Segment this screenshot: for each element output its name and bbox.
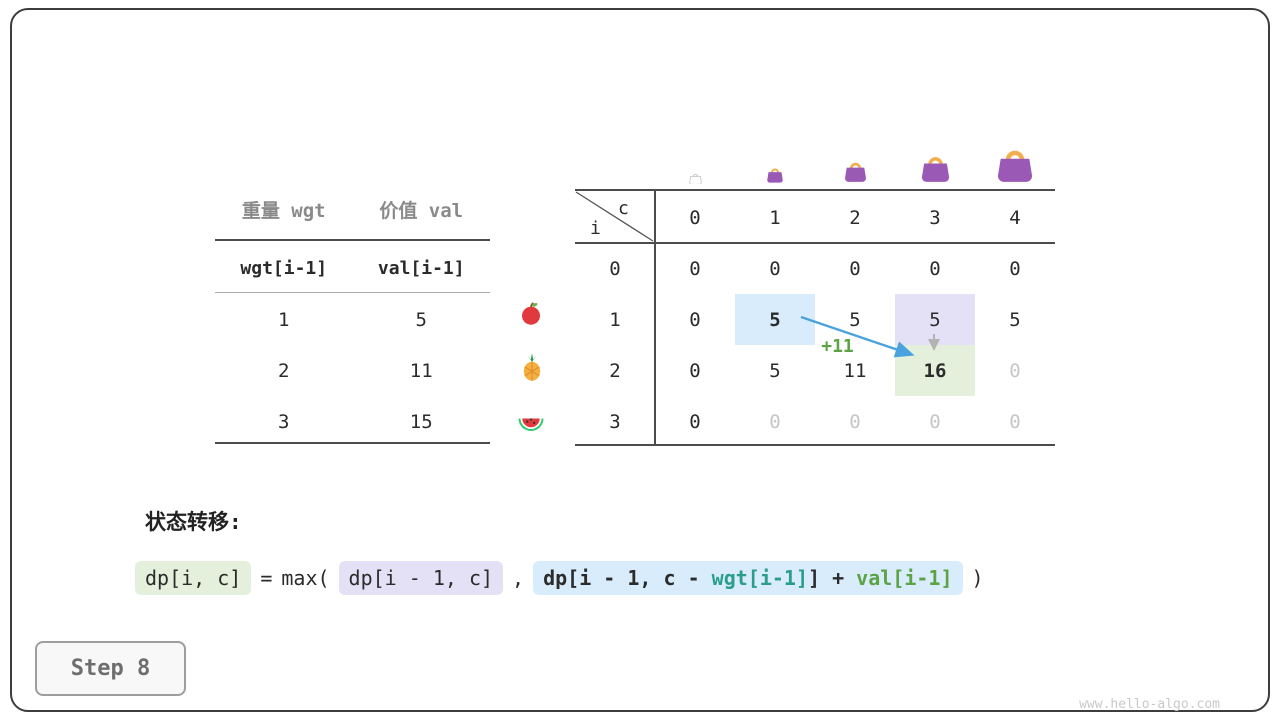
dp-cell-2-3: 16: [895, 345, 975, 396]
dp-cell-0-4: 0: [1009, 257, 1021, 280]
watermelon-icon: [516, 406, 546, 436]
bag-icon-capacity-3: [918, 151, 953, 183]
dp-cell-0-3: 0: [929, 257, 941, 280]
formula-option2-chip: dp[i - 1, c - wgt[i-1]] + val[i-1]: [533, 561, 963, 595]
dp-cell-2-1: 5: [769, 359, 781, 382]
transition-label: 状态转移:: [145, 510, 242, 534]
bag-icon-capacity-1: [765, 165, 785, 183]
dp-cell-3-4: 0: [1009, 410, 1021, 433]
item-1-value: 5: [415, 309, 427, 331]
transition-formula: dp[i, c] = max( dp[i - 1, c] , dp[i - 1,…: [135, 561, 984, 595]
dp-row-header-1: 1: [609, 308, 621, 331]
site-url: www.hello-algo.com: [1079, 697, 1220, 712]
dp-row-header-3: 3: [609, 410, 621, 433]
bag-icon-capacity-0: [688, 169, 703, 185]
items-header-value: 价值 val: [379, 200, 464, 222]
item-3-value: 15: [409, 411, 433, 433]
items-subheader-val: val[i-1]: [377, 258, 465, 279]
item-2-weight: 2: [278, 360, 290, 382]
dp-cell-3-1: 0: [769, 410, 781, 433]
dp-row-header-0: 0: [609, 257, 621, 280]
apple-icon: [518, 300, 544, 326]
formula-option2-val: val[i-1]: [856, 566, 953, 590]
items-subheader-wgt: wgt[i-1]: [240, 258, 328, 279]
items-table-subheader-row: wgt[i-1] val[i-1]: [215, 255, 490, 283]
dp-cell-0-2: 0: [849, 257, 861, 280]
items-row-2: 2 11: [215, 357, 490, 385]
dp-corner-c-label: c: [618, 198, 629, 219]
items-table-header-row: 重量 wgt 价值 val: [215, 197, 490, 225]
dp-col-header-4: 4: [1009, 207, 1021, 229]
dp-cell-2-0: 0: [689, 359, 701, 382]
dp-col-header-2: 2: [849, 207, 861, 229]
dp-cell-2-4: 0: [1009, 359, 1021, 382]
formula-option2-mid: ] +: [808, 566, 857, 590]
dp-cell-1-1: 5: [735, 294, 815, 345]
dp-cell-0-0: 0: [689, 257, 701, 280]
bag-icon-capacity-4: [993, 143, 1037, 183]
pineapple-icon: [517, 352, 547, 382]
dp-cell-1-0: 0: [689, 308, 701, 331]
dp-cell-2-2: 11: [843, 359, 867, 382]
dp-cell-1-4: 5: [1009, 308, 1021, 331]
formula-option1-chip: dp[i - 1, c]: [338, 561, 504, 595]
formula-option2-prefix: dp[i - 1, c -: [543, 566, 712, 590]
item-2-value: 11: [409, 360, 433, 382]
items-header-weight: 重量 wgt: [241, 200, 326, 222]
dp-cell-1-3: 5: [895, 294, 975, 345]
dp-vertical-divider: [654, 189, 656, 446]
step-badge[interactable]: Step 8: [35, 641, 186, 696]
formula-equals: =: [260, 566, 273, 590]
items-subheader-divider: [215, 292, 490, 293]
items-bottom-divider: [215, 442, 490, 444]
formula-option2-wgt: wgt[i-1]: [711, 566, 808, 590]
dp-cell-3-3: 0: [929, 410, 941, 433]
formula-max-open: max(: [281, 566, 330, 590]
items-row-3: 3 15: [215, 408, 490, 436]
dp-col-header-0: 0: [689, 207, 701, 229]
item-1-weight: 1: [278, 309, 290, 331]
dp-header-divider: [575, 242, 1055, 244]
dp-corner-i-label: i: [590, 218, 601, 239]
formula-lhs-chip: dp[i, c]: [135, 561, 252, 595]
bag-icon-capacity-2: [842, 158, 869, 183]
dp-col-header-1: 1: [769, 207, 781, 229]
dp-col-header-3: 3: [929, 207, 941, 229]
formula-close-paren: ): [971, 566, 984, 590]
dp-bottom-border: [575, 444, 1055, 446]
dp-cell-3-0: 0: [689, 410, 701, 433]
item-3-weight: 3: [278, 411, 290, 433]
dp-top-border: [575, 189, 1055, 191]
dp-cell-0-1: 0: [769, 257, 781, 280]
dp-row-header-2: 2: [609, 359, 621, 382]
formula-comma: ,: [512, 566, 525, 590]
items-row-1: 1 5: [215, 306, 490, 334]
add-value-annotation: +11: [821, 336, 854, 357]
dp-cell-3-2: 0: [849, 410, 861, 433]
items-header-divider: [215, 239, 490, 241]
